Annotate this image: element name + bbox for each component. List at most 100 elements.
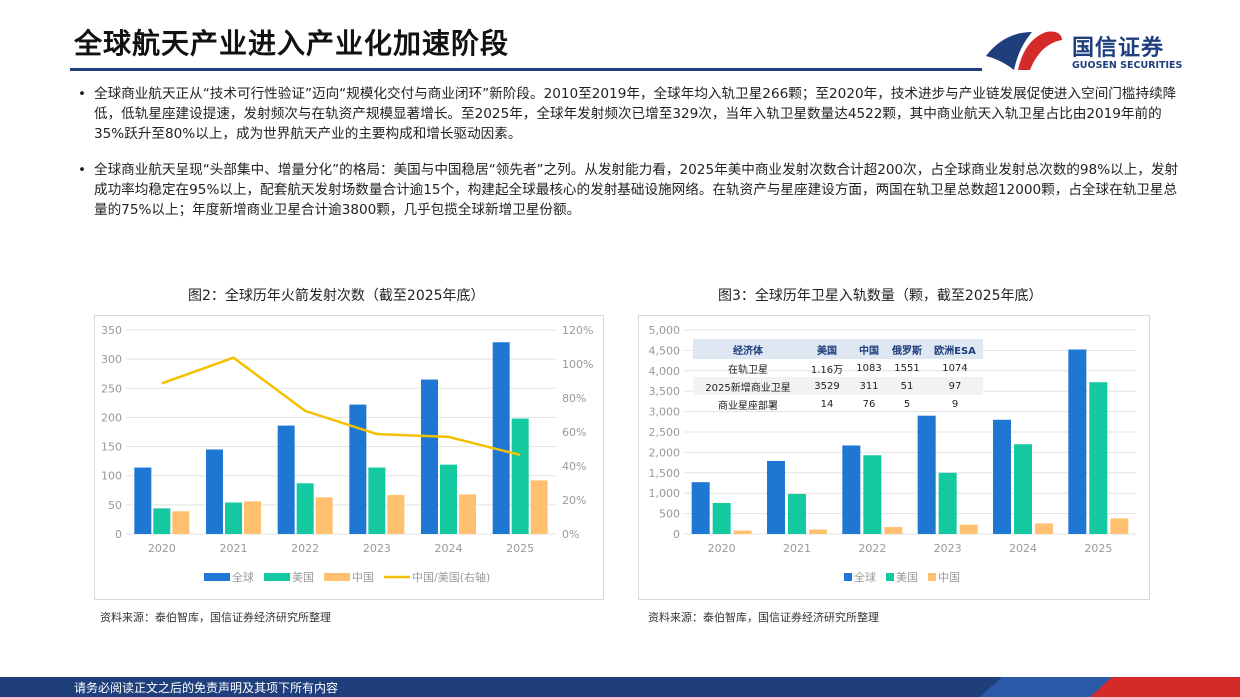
bar-美国 — [225, 502, 242, 534]
bar-美国 — [938, 472, 957, 534]
y-tick-label: 4,500 — [649, 344, 681, 357]
bar-美国 — [863, 455, 882, 534]
bar-美国 — [511, 418, 529, 534]
footer-disclaimer: 请务必阅读正文之后的免责声明及其项下所有内容 — [74, 681, 339, 695]
figure-2-title: 图2：全球历年火箭发射次数（截至2025年底） — [188, 288, 485, 304]
y-tick-label: 0 — [115, 528, 122, 541]
table-cell: 3529 — [803, 377, 851, 395]
bar-美国 — [296, 483, 314, 534]
y2-tick-label: 0% — [562, 528, 579, 541]
bar-中国 — [733, 530, 752, 534]
bar-全球 — [206, 449, 223, 534]
y-tick-label: 2,000 — [649, 446, 681, 459]
y-tick-label: 300 — [101, 353, 122, 366]
bar-美国 — [1014, 444, 1032, 534]
title-divider — [70, 68, 982, 71]
bar-美国 — [712, 502, 731, 534]
y-tick-label: 5,000 — [649, 324, 681, 337]
bar-全球 — [842, 445, 861, 534]
bullet-item: • 全球商业航天呈现“头部集中、增量分化”的格局：美国与中国稳居“领先者”之列。… — [78, 160, 1183, 220]
bar-美国 — [440, 464, 457, 534]
table-cell: 51 — [887, 377, 927, 395]
table-header-cell: 欧洲ESA — [927, 339, 983, 359]
bar-美国 — [788, 494, 806, 534]
line-ratio-series — [161, 356, 521, 457]
table-cell: 311 — [851, 377, 887, 395]
table-cell: 1074 — [942, 362, 968, 374]
y-tick-label: 150 — [101, 441, 122, 454]
x-tick-label: 2022 — [858, 542, 886, 555]
table-cell: 在轨卫星 — [728, 364, 768, 376]
bar-中国 — [315, 497, 333, 534]
figure-2-source: 资料来源：泰伯智库，国信证券经济研究所整理 — [100, 611, 331, 624]
bar-全球 — [277, 425, 295, 534]
summary-bullets: • 全球商业航天正从“技术可行性验证”迈向“规模化交付与商业闭环”新阶段。201… — [78, 84, 1183, 236]
table-cell: 14 — [820, 398, 834, 410]
logo-text-cn: 国信证券 — [1072, 36, 1165, 61]
bullet-item: • 全球商业航天正从“技术可行性验证”迈向“规模化交付与商业闭环”新阶段。201… — [78, 84, 1183, 144]
bar-美国 — [153, 508, 171, 534]
bullet-text: 全球商业航天正从“技术可行性验证”迈向“规模化交付与商业闭环”新阶段。2010至… — [94, 86, 1177, 142]
bar-中国 — [172, 511, 190, 534]
table-header-cell: 经济体 — [693, 339, 803, 359]
legend-label: 中国/美国(右轴) — [412, 570, 490, 584]
bullet-symbol: • — [78, 86, 87, 102]
table-header-cell: 美国 — [803, 339, 851, 359]
table-header-cell: 中国 — [851, 339, 887, 359]
brand-logo: 国信证券 GUOSEN SECURITIES — [984, 26, 1184, 78]
table-header-row: 经济体 美国 中国 俄罗斯 欧洲ESA — [693, 339, 983, 359]
figure-3-title: 图3：全球历年卫星入轨数量（颗，截至2025年底） — [718, 288, 1043, 304]
bullet-symbol: • — [78, 162, 87, 178]
y2-tick-label: 80% — [562, 392, 586, 405]
logo-text-en: GUOSEN SECURITIES — [1072, 60, 1183, 71]
legend-label: 中国 — [938, 571, 960, 584]
footer-decoration-icon — [980, 677, 1240, 697]
y-tick-label: 1,500 — [649, 467, 681, 480]
bar-中国 — [1110, 518, 1129, 534]
economy-summary-table: 经济体 美国 中国 俄罗斯 欧洲ESA 在轨卫星 1.16万 1083 1551… — [693, 339, 983, 413]
y2-tick-label: 40% — [562, 460, 586, 473]
bar-全球 — [134, 467, 152, 534]
logo-mark-icon — [986, 31, 1062, 70]
figure-3-source: 资料来源：泰伯智库，国信证券经济研究所整理 — [648, 611, 879, 624]
x-tick-label: 2025 — [1084, 542, 1112, 555]
legend-label: 全球 — [232, 570, 254, 584]
bar-中国 — [884, 527, 903, 534]
legend-swatch — [264, 573, 290, 581]
y-tick-label: 250 — [101, 382, 122, 395]
bar-全球 — [691, 482, 710, 534]
page-footer: 请务必阅读正文之后的免责声明及其项下所有内容 — [0, 677, 1240, 697]
figure-3-panel — [638, 315, 1150, 600]
legend-swatch — [324, 573, 350, 581]
y-tick-label: 500 — [659, 508, 680, 521]
table-cell: 76 — [862, 398, 876, 410]
bar-全球 — [1068, 349, 1087, 534]
y2-tick-label: 100% — [562, 358, 593, 371]
table-cell: 1.16万 — [810, 364, 844, 376]
x-tick-label: 2020 — [708, 542, 736, 555]
table-cell: 5 — [903, 398, 911, 410]
y-tick-label: 4,000 — [649, 365, 681, 378]
x-tick-label: 2020 — [148, 542, 176, 555]
legend-swatch — [204, 573, 230, 581]
legend-swatch — [844, 573, 852, 581]
bullet-text: 全球商业航天呈现“头部集中、增量分化”的格局：美国与中国稳居“领先者”之列。从发… — [94, 162, 1179, 218]
table-row: 在轨卫星 1.16万 1083 1551 1074 — [693, 359, 983, 377]
legend-label: 美国 — [896, 571, 918, 584]
bar-全球 — [421, 379, 438, 534]
bar-美国 — [1089, 382, 1108, 534]
legend-swatch — [886, 573, 894, 581]
bar-中国 — [959, 524, 978, 534]
bar-中国 — [809, 529, 827, 534]
bar-全球 — [767, 460, 785, 534]
bar-全球 — [917, 415, 936, 534]
x-tick-label: 2024 — [1009, 542, 1037, 555]
table-row: 商业星座部署 14 76 5 9 — [693, 395, 983, 413]
y-tick-label: 2,500 — [649, 426, 681, 439]
legend-label: 中国 — [352, 571, 374, 584]
x-tick-label: 2023 — [934, 542, 962, 555]
bar-美国 — [368, 467, 386, 534]
table-header-cell: 俄罗斯 — [887, 339, 927, 359]
